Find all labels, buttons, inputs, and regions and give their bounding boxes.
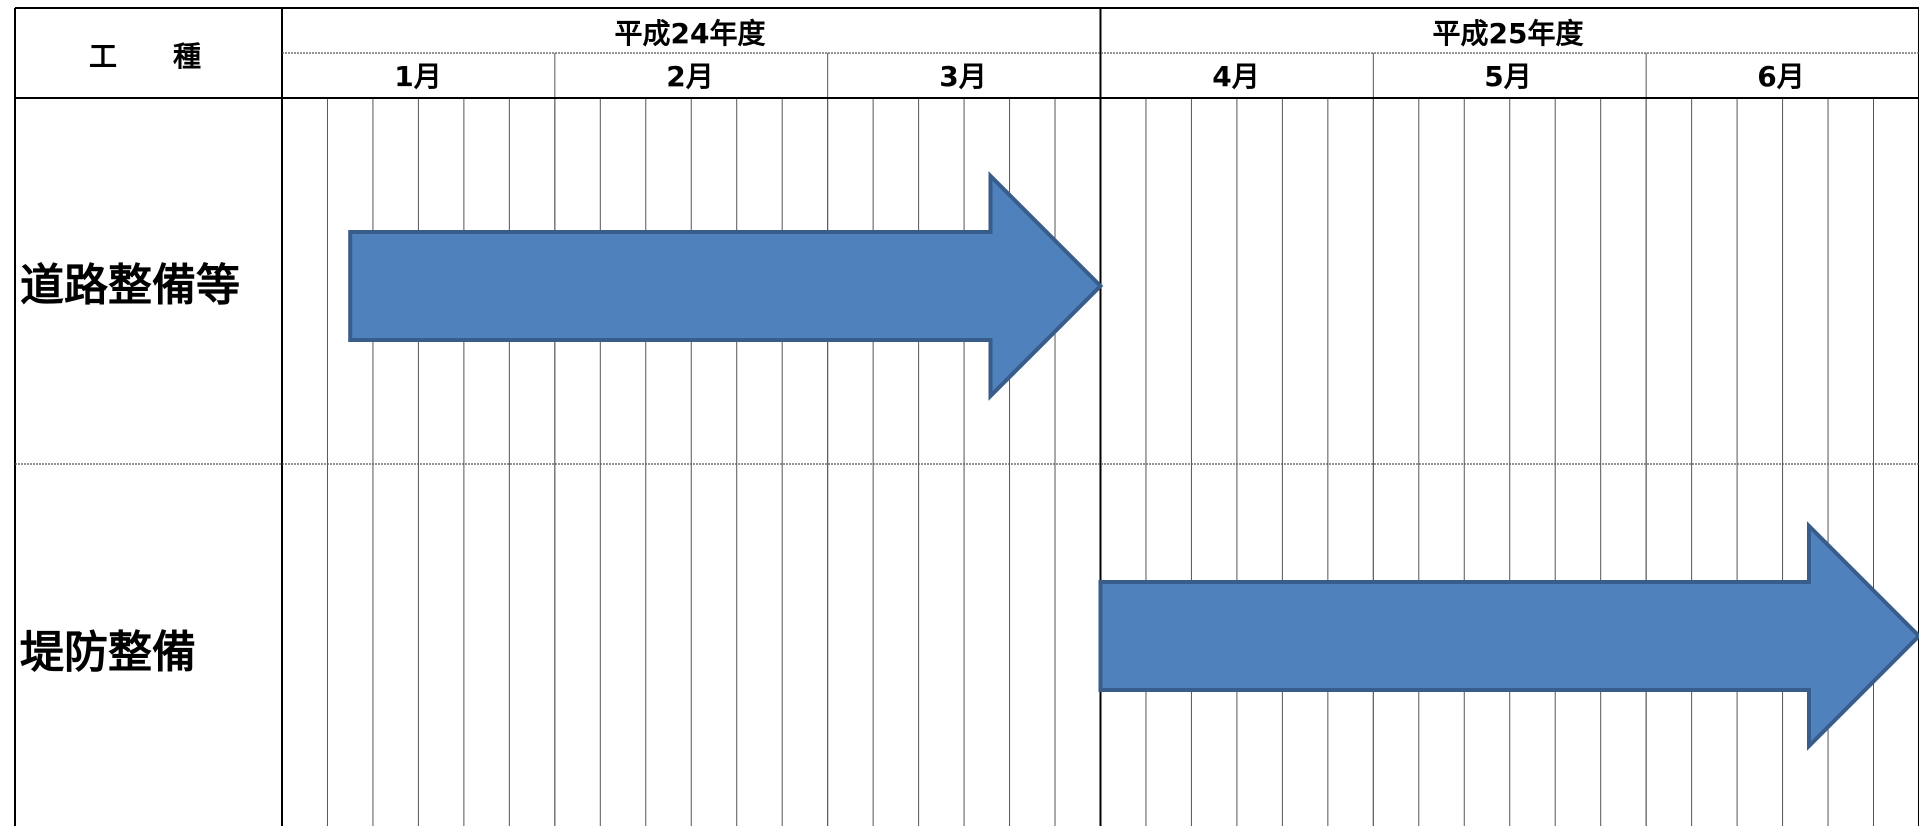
month-label: 5月 [1484,60,1531,93]
fiscal-year-label: 平成24年度 [615,17,766,50]
month-label: 3月 [939,60,986,93]
month-label: 4月 [1212,60,1259,93]
row-label-levee: 堤防整備 [20,627,196,678]
header-labels: 工 種 平成24年度 平成25年度 1月 2月 3月 4月 5月 6月 道路整備… [20,17,1805,678]
schedule-arrow-levee [1098,521,1919,751]
month-label: 6月 [1757,60,1804,93]
schedule-arrows [348,171,1919,751]
row-label-road: 道路整備等 [20,260,240,311]
month-label: 2月 [666,60,713,93]
grid-lines [14,7,1919,826]
fiscal-year-label: 平成25年度 [1433,17,1584,50]
month-label: 1月 [394,60,441,93]
schedule-arrow-road [348,171,1104,401]
worktype-header: 工 種 [89,40,201,73]
